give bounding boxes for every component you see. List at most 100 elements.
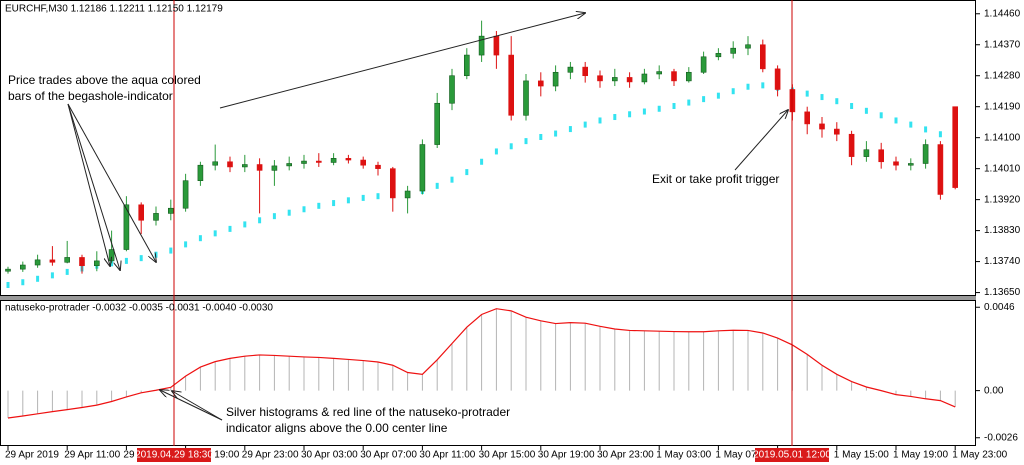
candle-body	[804, 111, 811, 125]
indicator-bar	[850, 103, 854, 110]
y-tick-label: 1.13740	[984, 256, 1021, 267]
x-tick-label: 1 May 03:00	[656, 450, 711, 461]
indicator-bar	[258, 217, 262, 224]
candle-body	[242, 164, 248, 168]
indicator-bar	[716, 92, 720, 99]
indicator-bar	[332, 200, 336, 207]
histogram-bar	[451, 343, 453, 391]
indicator-bar	[894, 117, 898, 124]
histogram-bar	[540, 320, 542, 391]
x-tick-label: 1 May 07:00	[715, 450, 770, 461]
candle-body	[937, 144, 944, 195]
main-frame	[0, 0, 976, 296]
histogram-bar	[259, 354, 261, 391]
candle-body	[153, 213, 159, 221]
indicator-bar	[243, 221, 247, 228]
candle-body	[582, 66, 589, 77]
histogram-bar	[125, 390, 127, 397]
y-tick-label: 1.14280	[984, 70, 1021, 81]
annotation: indicator aligns above the 0.00 center l…	[226, 421, 448, 435]
y-tick-label: 1.14370	[984, 39, 1021, 50]
candle-body	[434, 102, 441, 145]
indicator-bar	[184, 241, 188, 248]
y-tick-label: 1.13920	[984, 194, 1021, 205]
candle-body	[49, 259, 56, 263]
indicator-bar	[198, 235, 202, 242]
candle-body	[952, 106, 959, 188]
y-tick-label: 1.14100	[984, 132, 1021, 143]
histogram-bar	[81, 390, 83, 408]
indicator-bar	[124, 257, 128, 264]
candle-body	[271, 165, 278, 171]
candle-body	[893, 161, 899, 166]
indicator-bar	[376, 193, 380, 200]
sub-frame	[0, 300, 976, 446]
histogram-bar	[481, 314, 483, 391]
indicator-bar	[154, 251, 158, 258]
y-tick-label: 0.00	[984, 385, 1004, 396]
histogram-bar	[865, 387, 867, 391]
histogram-bar	[599, 326, 601, 391]
histogram-bar	[185, 376, 187, 391]
histogram-bar	[643, 330, 645, 391]
histogram-bar	[229, 358, 231, 391]
indicator-bar	[139, 255, 143, 262]
histogram-bar	[732, 330, 734, 391]
candle-body	[360, 159, 367, 166]
candle-body	[449, 75, 455, 104]
candle-body	[19, 264, 26, 270]
candle-body	[863, 149, 870, 157]
histogram-bar	[821, 365, 823, 391]
signal-line	[7, 308, 956, 419]
candle-body	[94, 260, 100, 267]
histogram-bar	[851, 381, 853, 391]
candle-body	[64, 257, 70, 263]
indicator-bar	[450, 176, 454, 183]
histogram-bar	[703, 331, 705, 391]
histogram-bar	[421, 374, 423, 391]
marks	[5, 20, 959, 419]
candle-body	[759, 44, 766, 70]
annotation: bars of the begashole-indicator	[8, 89, 173, 103]
pointer-arrow	[172, 391, 223, 421]
indicator-bar	[50, 272, 54, 279]
indicator-bar	[6, 281, 10, 288]
indicator-bar	[687, 99, 691, 106]
indicator-bar	[909, 121, 913, 128]
indicator-bar	[731, 88, 735, 95]
candle-body	[478, 35, 485, 56]
y-tick-label: 0.0046	[984, 302, 1015, 313]
indicator-bar	[746, 83, 750, 90]
indicator-bar	[435, 182, 439, 189]
indicator-bar	[480, 158, 484, 165]
indicator-bar	[642, 108, 646, 115]
pointer-arrow	[67, 103, 110, 266]
candle-body	[508, 54, 515, 116]
histogram-bar	[392, 365, 394, 391]
histogram-bar	[747, 330, 749, 391]
histogram-bar	[717, 330, 719, 391]
candle-body	[671, 71, 677, 82]
marker-label: 2019.04.29 18:30	[135, 450, 213, 461]
histogram-bar	[925, 390, 927, 399]
annotation: Exit or take profit trigger	[652, 172, 779, 186]
indicator-bar	[494, 148, 498, 155]
histogram-bar	[111, 390, 113, 402]
x-tick-label: 30 Apr 11:00	[419, 450, 475, 461]
candle-body	[537, 80, 544, 87]
y-tick-label: 1.14190	[984, 101, 1021, 112]
annotation: Price trades above the aqua colored	[8, 73, 201, 87]
histogram-bar	[495, 308, 497, 391]
histogram-bar	[525, 317, 527, 391]
histogram-bar	[22, 390, 24, 416]
indicator-bar	[524, 138, 528, 145]
candle-body	[138, 204, 144, 221]
x-tick-label: 29 Apr 2019	[5, 450, 59, 461]
histogram-bar	[347, 359, 349, 391]
histogram-bar	[569, 322, 571, 391]
histogram-bar	[466, 327, 468, 391]
histogram-bar	[96, 390, 98, 406]
candle-body	[745, 44, 751, 49]
indicator-bar	[302, 206, 306, 213]
